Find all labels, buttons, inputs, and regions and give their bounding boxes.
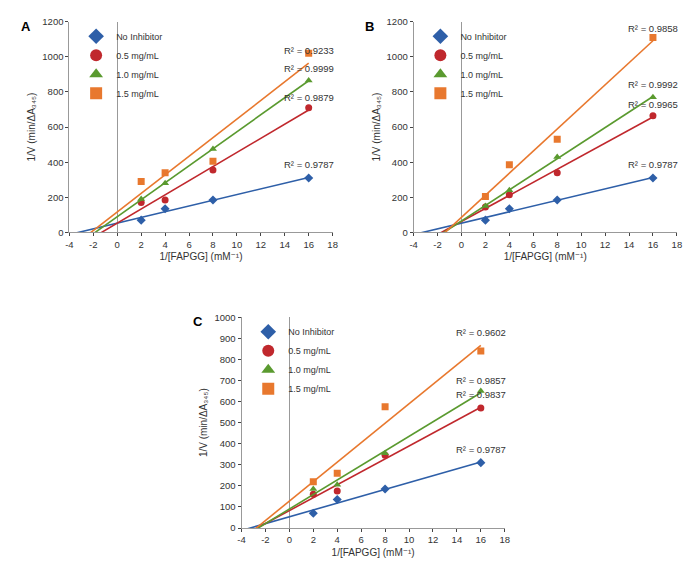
svg-text:0: 0 (402, 227, 407, 238)
svg-text:R² = 0.9858: R² = 0.9858 (628, 23, 678, 34)
svg-text:12: 12 (600, 239, 611, 250)
svg-text:14: 14 (279, 239, 290, 250)
svg-text:700: 700 (220, 375, 236, 386)
svg-text:R² = 0.9837: R² = 0.9837 (456, 389, 506, 400)
svg-text:4: 4 (507, 239, 512, 250)
svg-text:16: 16 (476, 534, 487, 545)
svg-text:600: 600 (392, 121, 408, 132)
svg-text:1.5 mg/mL: 1.5 mg/mL (116, 89, 159, 99)
svg-text:2: 2 (483, 239, 488, 250)
svg-text:0: 0 (58, 227, 63, 238)
svg-text:2: 2 (139, 239, 144, 250)
svg-text:1.0 mg/mL: 1.0 mg/mL (288, 365, 331, 375)
svg-text:B: B (365, 19, 374, 34)
svg-text:14: 14 (624, 239, 635, 250)
svg-text:0.5 mg/mL: 0.5 mg/mL (288, 346, 331, 356)
svg-text:10: 10 (404, 534, 415, 545)
svg-text:200: 200 (48, 192, 64, 203)
svg-text:-4: -4 (65, 239, 73, 250)
svg-text:1000: 1000 (214, 312, 235, 323)
svg-text:12: 12 (428, 534, 439, 545)
svg-text:18: 18 (327, 239, 338, 250)
svg-text:0: 0 (115, 239, 120, 250)
svg-text:200: 200 (392, 192, 408, 203)
svg-text:300: 300 (220, 459, 236, 470)
svg-text:0.5 mg/mL: 0.5 mg/mL (460, 51, 503, 61)
svg-text:-2: -2 (433, 239, 441, 250)
svg-text:1000: 1000 (42, 51, 63, 62)
svg-text:1/V (min/ΔA₃₄₅): 1/V (min/ΔA₃₄₅) (198, 388, 209, 457)
svg-text:1.5 mg/mL: 1.5 mg/mL (460, 89, 503, 99)
svg-text:500: 500 (220, 417, 236, 428)
svg-text:14: 14 (452, 534, 463, 545)
svg-text:1.5 mg/mL: 1.5 mg/mL (288, 384, 331, 394)
svg-text:No Inhibitor: No Inhibitor (460, 32, 506, 42)
svg-text:C: C (193, 314, 203, 329)
svg-text:-2: -2 (261, 534, 269, 545)
svg-text:1/[FAPGG] (mM⁻¹): 1/[FAPGG] (mM⁻¹) (504, 251, 587, 262)
svg-text:8: 8 (555, 239, 560, 250)
svg-text:6: 6 (359, 534, 364, 545)
svg-text:6: 6 (186, 239, 191, 250)
svg-text:1/V (min/ΔA₃₄₅): 1/V (min/ΔA₃₄₅) (371, 93, 382, 162)
svg-text:0: 0 (287, 534, 292, 545)
svg-text:600: 600 (48, 121, 64, 132)
svg-text:8: 8 (382, 534, 387, 545)
svg-text:-4: -4 (237, 534, 245, 545)
svg-text:0.5 mg/mL: 0.5 mg/mL (116, 51, 159, 61)
svg-text:600: 600 (220, 396, 236, 407)
svg-text:900: 900 (220, 333, 236, 344)
svg-text:400: 400 (392, 157, 408, 168)
svg-text:R² = 0.9879: R² = 0.9879 (284, 92, 334, 103)
svg-text:18: 18 (672, 239, 683, 250)
svg-text:R² = 0.9787: R² = 0.9787 (628, 159, 678, 170)
svg-text:400: 400 (48, 157, 64, 168)
svg-text:800: 800 (220, 354, 236, 365)
svg-text:4: 4 (335, 534, 340, 545)
svg-text:R² = 0.9857: R² = 0.9857 (456, 375, 506, 386)
svg-text:10: 10 (232, 239, 243, 250)
svg-text:10: 10 (576, 239, 587, 250)
svg-text:1.0 mg/mL: 1.0 mg/mL (116, 70, 159, 80)
svg-text:400: 400 (220, 438, 236, 449)
svg-text:1/[FAPGG] (mM⁻¹): 1/[FAPGG] (mM⁻¹) (332, 547, 415, 558)
svg-text:-4: -4 (409, 239, 417, 250)
svg-text:2: 2 (311, 534, 316, 545)
svg-text:No Inhibitor: No Inhibitor (288, 327, 334, 337)
svg-text:800: 800 (48, 86, 64, 97)
svg-text:12: 12 (256, 239, 267, 250)
svg-text:R² = 0.9787: R² = 0.9787 (284, 159, 334, 170)
svg-text:8: 8 (210, 239, 215, 250)
svg-text:R² = 0.9999: R² = 0.9999 (284, 63, 334, 74)
svg-text:R² = 0.9787: R² = 0.9787 (456, 444, 506, 455)
svg-text:1.0 mg/mL: 1.0 mg/mL (460, 70, 503, 80)
svg-text:0: 0 (459, 239, 464, 250)
svg-text:No Inhibitor: No Inhibitor (116, 32, 162, 42)
svg-text:R² = 0.9992: R² = 0.9992 (628, 79, 678, 90)
svg-text:4: 4 (162, 239, 167, 250)
svg-text:100: 100 (220, 501, 236, 512)
svg-text:18: 18 (499, 534, 510, 545)
svg-text:-2: -2 (89, 239, 97, 250)
svg-text:R² = 0.9233: R² = 0.9233 (284, 45, 334, 56)
svg-text:200: 200 (220, 480, 236, 491)
svg-text:R² = 0.9965: R² = 0.9965 (628, 99, 678, 110)
svg-text:1/[FAPGG] (mM⁻¹): 1/[FAPGG] (mM⁻¹) (159, 251, 242, 262)
svg-text:16: 16 (303, 239, 314, 250)
svg-text:16: 16 (648, 239, 659, 250)
svg-text:A: A (21, 19, 31, 34)
svg-text:1200: 1200 (42, 16, 63, 27)
svg-text:1000: 1000 (387, 51, 408, 62)
svg-text:6: 6 (531, 239, 536, 250)
svg-text:800: 800 (392, 86, 408, 97)
svg-text:R² = 0.9602: R² = 0.9602 (456, 327, 506, 338)
svg-text:1200: 1200 (387, 16, 408, 27)
svg-text:0: 0 (230, 522, 235, 533)
svg-text:1/V (min/ΔA₃₄₅): 1/V (min/ΔA₃₄₅) (26, 93, 37, 162)
